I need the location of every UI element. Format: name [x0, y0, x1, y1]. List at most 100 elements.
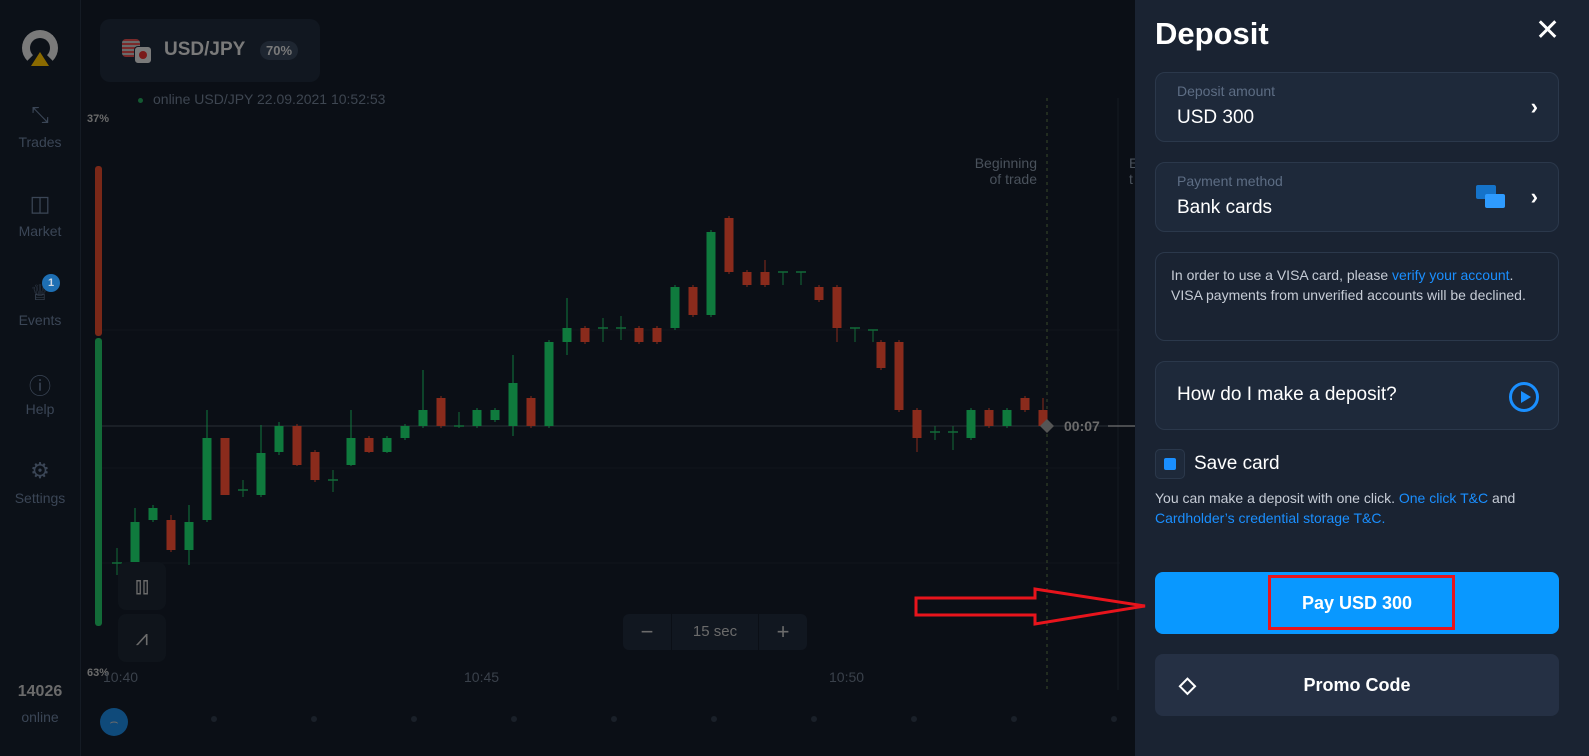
beginning-of-trade-label: Beginning of trade	[974, 155, 1037, 187]
payment-method-field[interactable]: Payment method Bank cards ›	[1155, 162, 1559, 232]
asset-selector[interactable]: USD/JPY 70%	[100, 19, 320, 82]
candle-body	[490, 410, 500, 420]
online-label: online	[21, 709, 59, 725]
how-to-deposit-button[interactable]: How do I make a deposit?	[1155, 361, 1559, 430]
candle-body	[670, 287, 680, 328]
gear-icon: ⚙	[30, 458, 50, 483]
timeframe-plus-button[interactable]: +	[776, 619, 790, 644]
bank-cards-icon	[1476, 185, 1508, 211]
deposit-panel: Deposit ✕ Deposit amount USD 300 › Payme…	[1135, 0, 1589, 756]
chart-type-button[interactable]: ⫾⫾	[118, 562, 166, 610]
sidebar-item-events[interactable]: ♕ 1 Events	[0, 274, 80, 328]
timeframe-value: 15 sec	[671, 614, 759, 650]
candle-body	[382, 438, 392, 452]
jp-flag-icon	[134, 46, 152, 64]
current-price-marker	[1040, 419, 1054, 433]
asset-status: online USD/JPY 22.09.2021 10:52:53	[138, 91, 385, 107]
candle-body	[292, 426, 302, 465]
candles-icon: ⫾⫾	[134, 573, 150, 598]
verify-account-link[interactable]: verify your account	[1392, 267, 1510, 283]
credential-storage-tc-link[interactable]: Cardholder’s credential storage T&C.	[1155, 510, 1386, 526]
asset-name: USD/JPY	[164, 39, 246, 60]
field-value: USD 300	[1177, 107, 1255, 128]
timeline-dot	[411, 716, 417, 722]
timeline-handle[interactable]: ⌢	[100, 708, 128, 736]
notice-text: . VISA payments from unverified accounts…	[1171, 267, 1526, 303]
candle-body	[562, 328, 572, 342]
candle-body	[706, 232, 716, 315]
events-badge: 1	[42, 274, 60, 292]
candle-body	[544, 342, 554, 426]
sidebar-item-settings[interactable]: ⚙ Settings	[0, 458, 80, 506]
sidebar: ⤡ Trades ◫ Market ♕ 1 Events ⓘ Help ⚙ Settings…	[0, 0, 81, 756]
timeline-dot	[1111, 716, 1117, 722]
candlestick-chart[interactable]	[0, 0, 1135, 756]
how-label: How do I make a deposit?	[1177, 384, 1397, 405]
time-label: 10:45	[464, 669, 500, 685]
play-icon	[1509, 382, 1539, 412]
candle-body	[912, 410, 922, 438]
candle-body	[472, 410, 482, 426]
candle-body	[832, 287, 842, 328]
candle-body	[966, 410, 976, 438]
candle-body	[220, 438, 230, 495]
candle-body	[742, 272, 752, 285]
sentiment-bottom: 63%	[87, 667, 110, 679]
logo-warning-icon	[31, 52, 49, 66]
candle-body	[876, 342, 886, 368]
visa-notice: In order to use a VISA card, please veri…	[1155, 252, 1559, 341]
payout-badge: 70%	[260, 41, 299, 60]
sentiment-bar-down	[95, 166, 102, 336]
bag-icon: ◫	[29, 191, 51, 216]
timeline-dot	[711, 716, 717, 722]
candle-body	[148, 508, 158, 520]
timeline-dot	[611, 716, 617, 722]
pay-button[interactable]: Pay USD 300	[1155, 572, 1559, 634]
candle-body	[984, 410, 994, 426]
arrows-icon: ⤡	[31, 102, 49, 127]
timeframe-control: − 15 sec +	[623, 614, 807, 650]
diamond-icon: ◇	[1179, 672, 1196, 697]
field-value: Bank cards	[1177, 197, 1273, 218]
candle-body	[310, 452, 320, 480]
sidebar-item-market[interactable]: ◫ Market	[0, 191, 80, 239]
trade-timer: 00:07	[1064, 418, 1100, 434]
online-dot-icon	[138, 97, 143, 103]
candle-body	[652, 328, 662, 342]
candle-body	[508, 383, 518, 426]
candle-body	[166, 520, 176, 550]
promo-label: Promo Code	[1303, 675, 1411, 695]
field-label: Payment method	[1177, 173, 1283, 189]
promo-code-button[interactable]: ◇ Promo Code	[1155, 654, 1559, 716]
logo[interactable]	[22, 30, 58, 66]
candle-body	[526, 398, 536, 426]
timeframe-minus-button[interactable]: −	[640, 619, 654, 644]
candle-body	[364, 438, 374, 452]
timeline-dot	[311, 716, 317, 722]
sentiment-bar-up	[95, 338, 102, 626]
candle-body	[1020, 398, 1030, 410]
timeline-dot	[511, 716, 517, 722]
candle-body	[346, 438, 356, 465]
candle-body	[184, 522, 194, 550]
candle-body	[1002, 410, 1012, 426]
deposit-amount-field[interactable]: Deposit amount USD 300 ›	[1155, 72, 1559, 142]
sidebar-item-help[interactable]: ⓘ Help	[0, 369, 80, 417]
candle-body	[580, 328, 590, 342]
candle-body	[760, 272, 770, 285]
sidebar-item-trades[interactable]: ⤡ Trades	[0, 102, 80, 150]
candle-body	[814, 287, 824, 300]
field-label: Deposit amount	[1177, 83, 1276, 99]
sidebar-item-label: Help	[25, 401, 55, 417]
sidebar-item-label: Trades	[18, 134, 62, 150]
close-icon[interactable]: ✕	[1535, 14, 1561, 47]
candle-body	[202, 438, 212, 520]
candle-body	[130, 522, 140, 562]
save-card-checkbox[interactable]	[1155, 449, 1185, 479]
end-of-trade-label: E t	[1129, 155, 1137, 187]
one-click-tc-link[interactable]: One click T&C	[1398, 490, 1489, 506]
sidebar-item-label: Market	[18, 223, 62, 239]
candle-body	[418, 410, 428, 426]
save-card-label[interactable]: Save card	[1194, 453, 1280, 474]
drawing-tools-button[interactable]: ⩘	[118, 614, 166, 662]
